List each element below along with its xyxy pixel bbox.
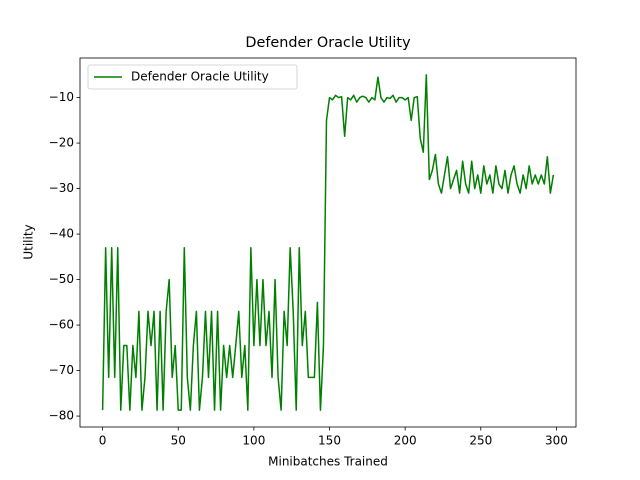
y-axis-label: Utility: [22, 224, 36, 259]
x-axis-label: Minibatches Trained: [268, 455, 388, 469]
data-line: [101, 74, 555, 411]
y-tick-label: −60: [49, 318, 74, 332]
plot-frame: [79, 57, 577, 428]
chart-title: Defender Oracle Utility: [245, 35, 411, 51]
y-tick-label: −30: [49, 181, 74, 195]
legend-box: [87, 64, 298, 90]
x-tick-label: 200: [394, 434, 417, 448]
y-tick-label: −40: [49, 227, 74, 241]
x-tick-label: 50: [171, 434, 186, 448]
y-tick-label: −70: [49, 363, 74, 377]
y-tick-label: −20: [49, 136, 74, 150]
x-tick-label: 300: [545, 434, 568, 448]
x-tick-label: 250: [469, 434, 492, 448]
y-tick-label: −80: [49, 409, 74, 423]
x-tick-label: 150: [318, 434, 341, 448]
y-tick-label: −10: [49, 90, 74, 104]
x-tick-label: 0: [99, 434, 107, 448]
legend-label: Defender Oracle Utility: [131, 70, 269, 84]
x-tick-label: 100: [242, 434, 265, 448]
y-tick-label: −50: [49, 272, 74, 286]
